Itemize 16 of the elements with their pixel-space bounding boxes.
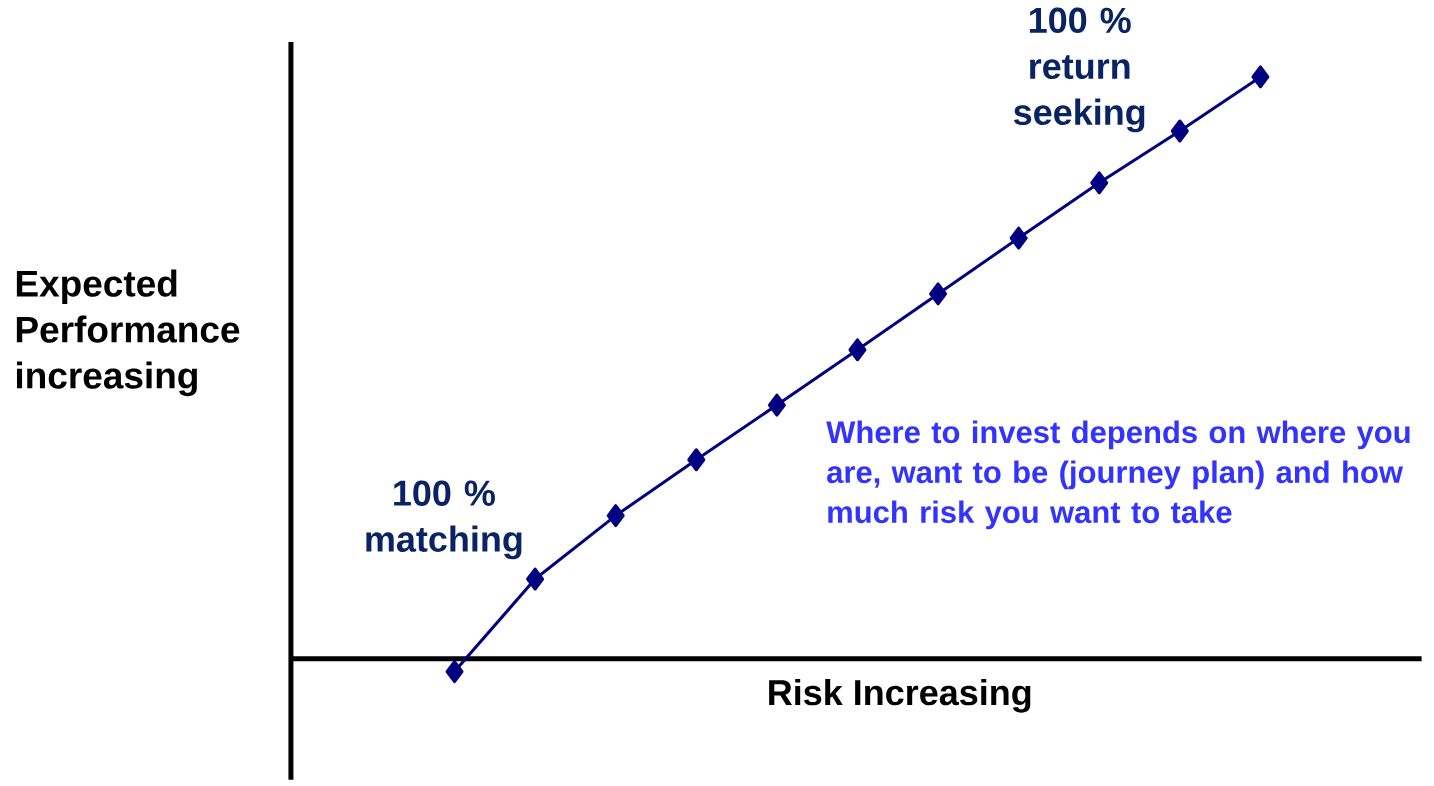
y-axis-title: Expected Performance increasing xyxy=(16,269,240,397)
point xyxy=(767,393,786,417)
point xyxy=(687,448,706,472)
point xyxy=(606,504,625,528)
point xyxy=(1251,65,1270,89)
annotation: 100 % return seeking xyxy=(1013,7,1145,133)
point xyxy=(848,338,867,362)
x-axis-title: Risk Increasing xyxy=(769,679,1031,713)
annotation: Where to invest depends on where you are, want to be (journey plan) and how much risk you want to take xyxy=(826,420,1410,530)
point xyxy=(1009,226,1028,250)
point xyxy=(1090,171,1109,195)
point xyxy=(1170,119,1189,143)
point xyxy=(445,660,464,684)
point xyxy=(929,282,948,306)
annotation: 100 % matching xyxy=(366,480,522,560)
point xyxy=(526,567,545,591)
